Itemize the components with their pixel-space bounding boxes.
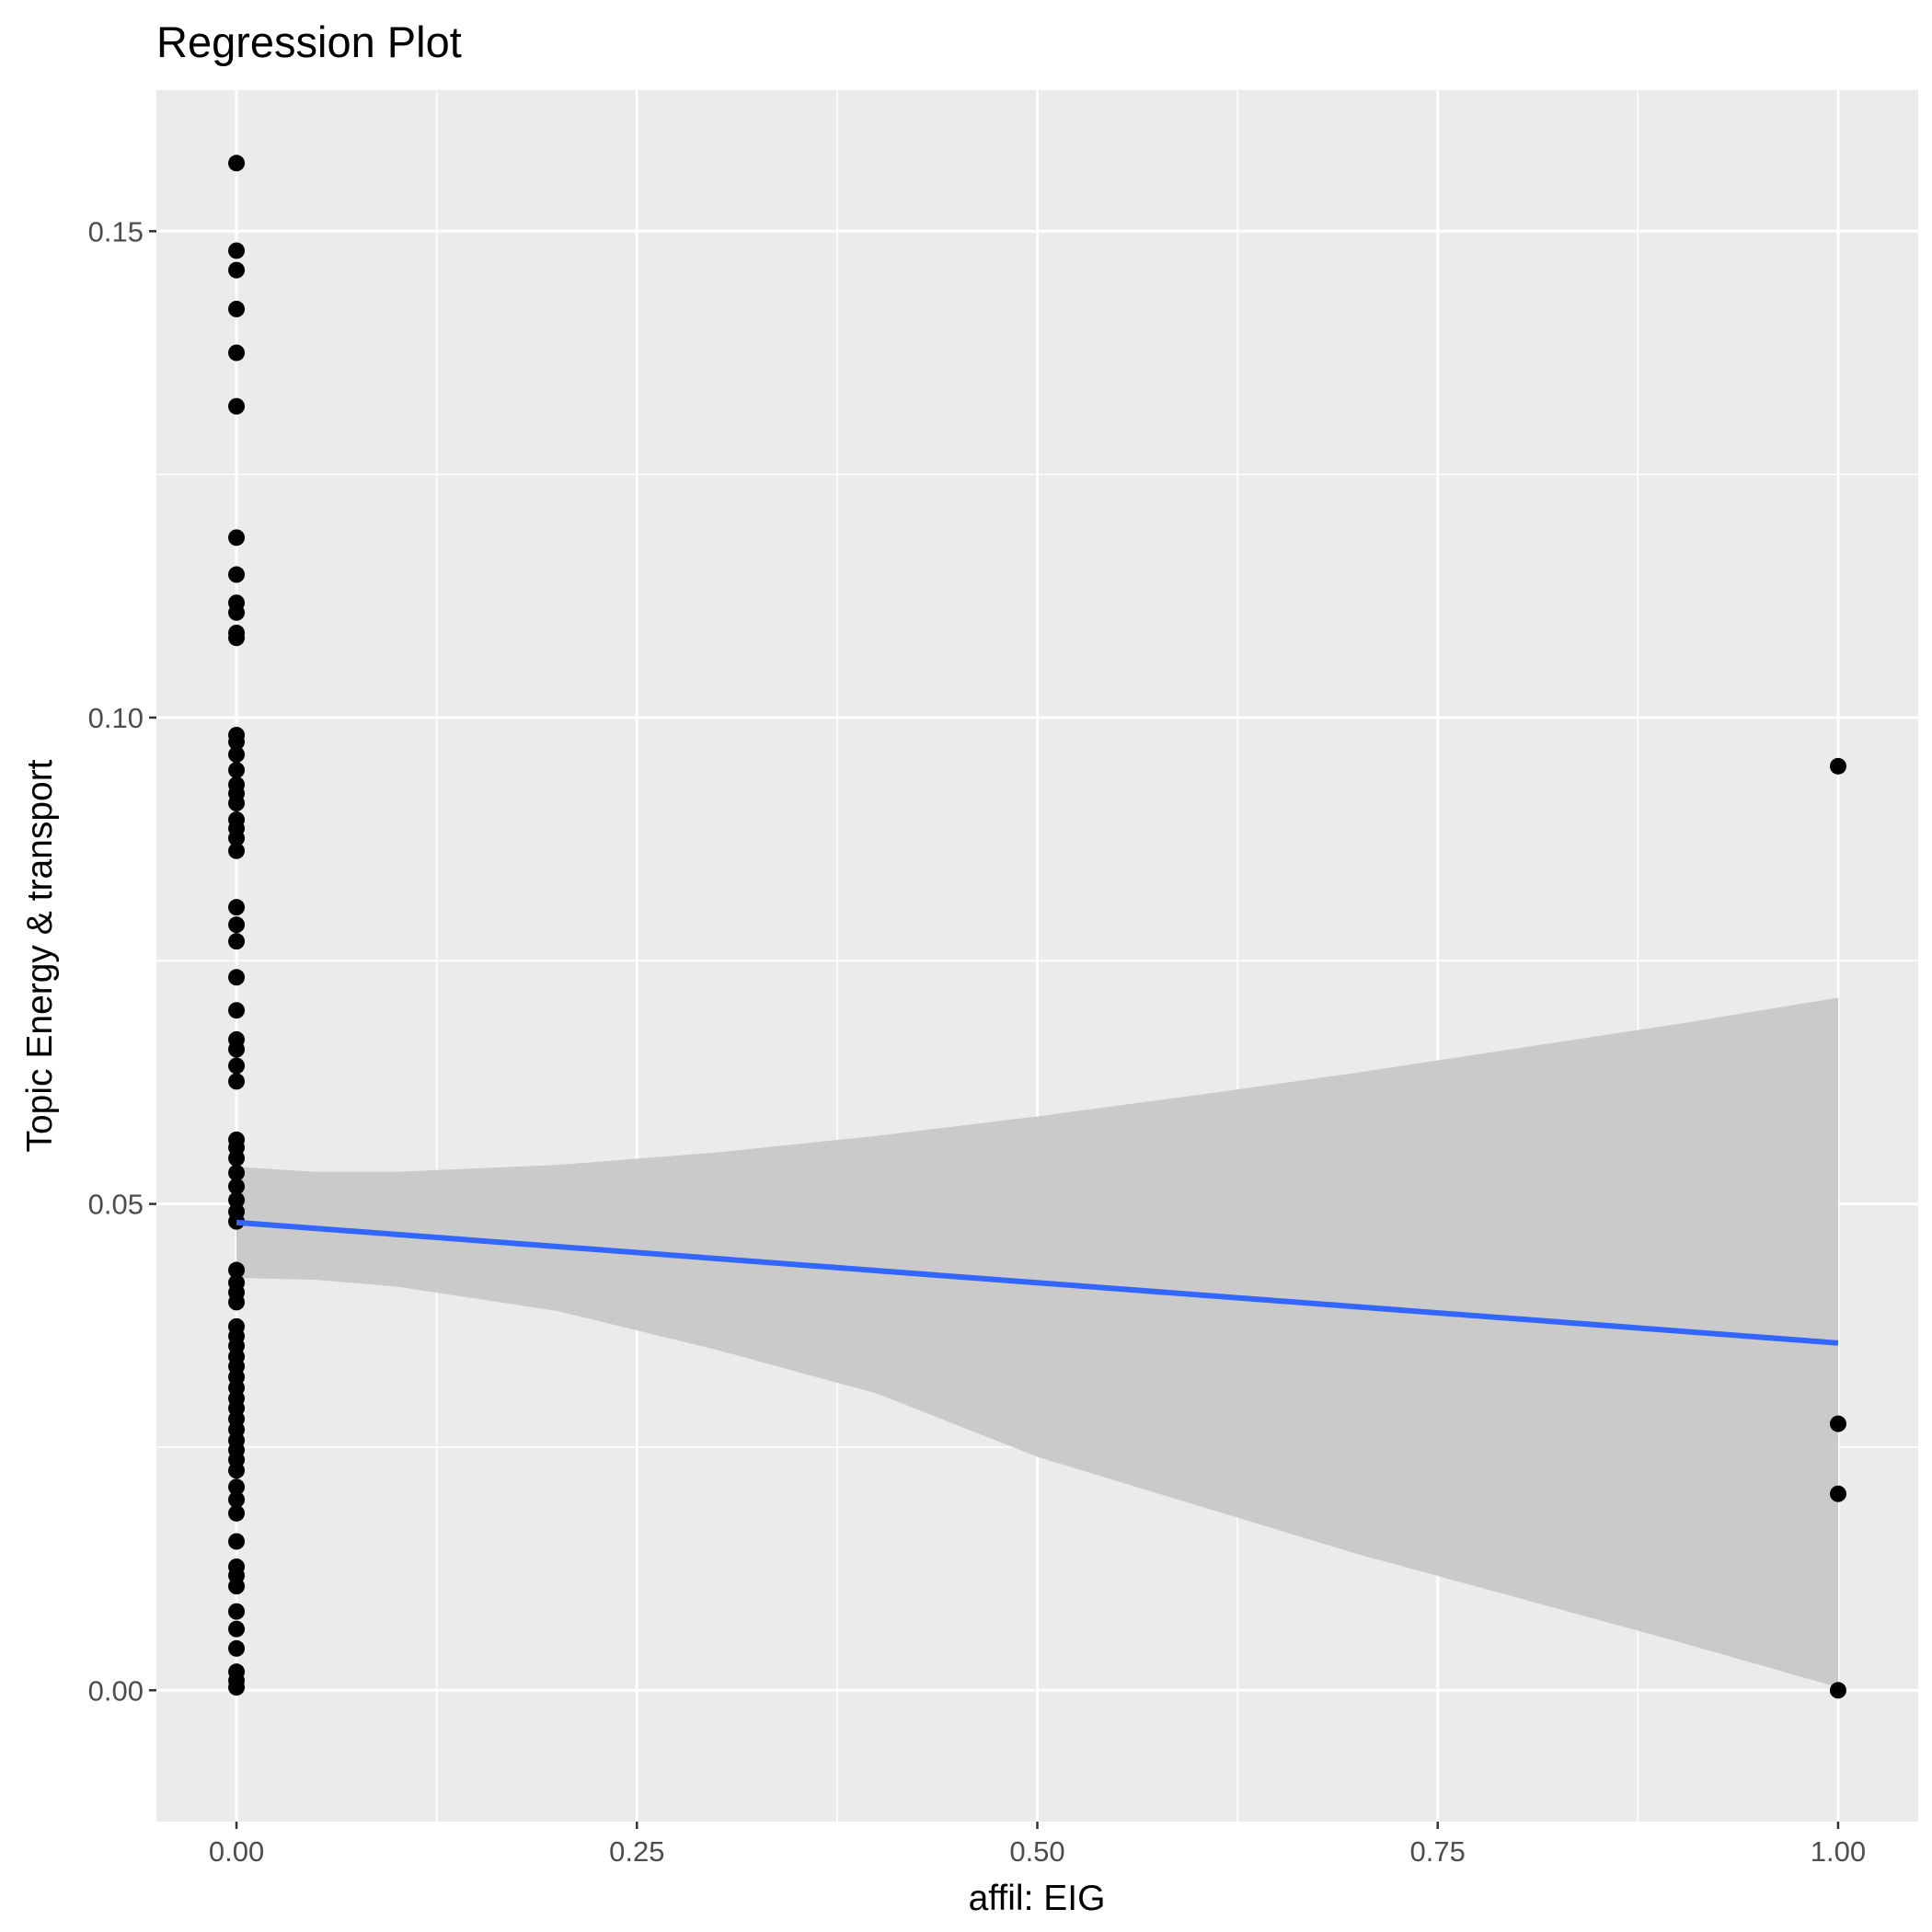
data-point xyxy=(228,1603,246,1620)
data-point xyxy=(228,1620,246,1638)
data-point xyxy=(228,566,246,583)
y-tick-label: 0.05 xyxy=(88,1189,144,1221)
data-point xyxy=(1829,1682,1846,1699)
data-point xyxy=(228,300,246,317)
data-point xyxy=(228,842,246,859)
fit-line-layer xyxy=(236,1219,1839,1346)
data-point xyxy=(228,969,246,986)
x-axis-label: affil: EIG xyxy=(969,1879,1106,1918)
data-point xyxy=(228,1261,246,1279)
data-point xyxy=(228,344,246,362)
data-point xyxy=(228,397,246,415)
y-axis-label: Topic Energy & transport xyxy=(20,759,60,1152)
data-point xyxy=(228,733,246,751)
y-tick-label: 0.15 xyxy=(88,215,144,247)
data-point xyxy=(228,1057,246,1075)
y-tick-label: 0.00 xyxy=(88,1674,144,1707)
data-point xyxy=(1829,757,1846,775)
data-point xyxy=(228,604,246,621)
data-point xyxy=(228,1164,246,1181)
data-point xyxy=(228,1149,246,1167)
data-point xyxy=(228,1478,246,1496)
data-point xyxy=(228,1462,246,1479)
regression-line xyxy=(236,1219,1839,1346)
confidence-band xyxy=(236,997,1838,1688)
tick-labels: 0.00 0.25 0.50 0.75 1.00 0.00 0.05 0.10 0.15 xyxy=(88,215,1866,1868)
data-point xyxy=(228,1639,246,1657)
data-point xyxy=(228,1002,246,1019)
x-tick-label: 0.75 xyxy=(1410,1835,1466,1868)
data-point xyxy=(228,1041,246,1058)
data-point xyxy=(228,1178,246,1195)
data-point xyxy=(228,529,246,546)
data-point xyxy=(228,1073,246,1090)
data-point xyxy=(228,1294,246,1311)
data-point xyxy=(228,242,246,259)
x-tick-label: 0.50 xyxy=(1009,1835,1064,1868)
data-point xyxy=(228,261,246,279)
x-tick-label: 1.00 xyxy=(1811,1835,1866,1868)
data-point xyxy=(228,1213,246,1230)
data-point xyxy=(228,916,246,934)
data-point xyxy=(228,1679,246,1696)
data-point xyxy=(228,1578,246,1595)
data-point xyxy=(228,629,246,647)
data-point xyxy=(228,746,246,764)
x-tick-label: 0.00 xyxy=(209,1835,264,1868)
y-tick-label: 0.10 xyxy=(88,702,144,734)
data-point xyxy=(228,762,246,779)
data-point xyxy=(228,1191,246,1209)
x-tick-label: 0.25 xyxy=(609,1835,664,1868)
data-point xyxy=(228,1504,246,1522)
data-point xyxy=(228,933,246,950)
chart-title: Regression Plot xyxy=(156,17,462,66)
data-point xyxy=(228,830,246,847)
points-layer xyxy=(228,155,1846,1699)
data-point xyxy=(228,899,246,916)
data-point xyxy=(228,795,246,812)
data-point xyxy=(228,155,246,172)
data-point xyxy=(228,1533,246,1550)
data-point xyxy=(228,1491,246,1509)
confidence-band-layer xyxy=(236,997,1838,1688)
data-point xyxy=(1829,1415,1846,1432)
axis-ticks xyxy=(149,230,1840,1829)
data-point xyxy=(1829,1485,1846,1502)
